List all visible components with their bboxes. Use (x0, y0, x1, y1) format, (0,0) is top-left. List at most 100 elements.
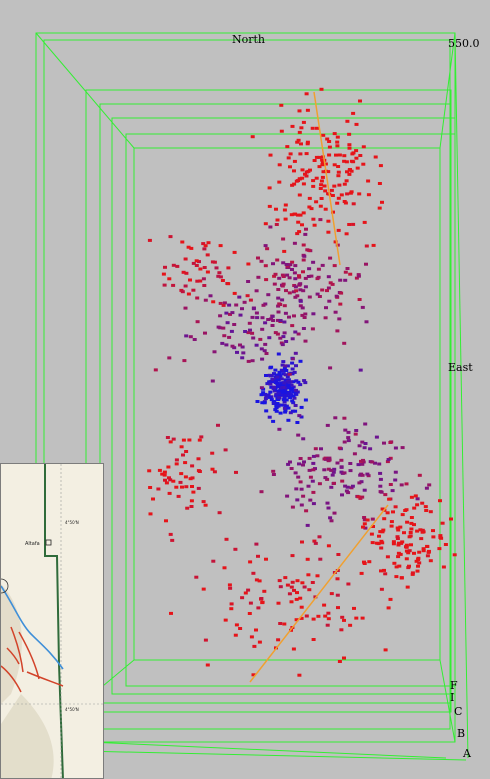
event-point (421, 547, 426, 551)
event-point (342, 618, 346, 622)
event-point (180, 240, 185, 244)
event-point (354, 276, 359, 280)
event-point (431, 529, 435, 533)
event-point (415, 569, 420, 573)
event-point (396, 555, 401, 559)
event-point (394, 575, 399, 579)
event-point (333, 416, 338, 420)
event-point (348, 168, 352, 171)
event-point (293, 330, 298, 334)
event-point (194, 259, 199, 263)
event-point (371, 525, 375, 528)
event-point (404, 482, 409, 486)
event-point (325, 137, 330, 141)
trend-line-lower (249, 504, 389, 683)
event-point (223, 618, 228, 622)
event-point (322, 184, 327, 188)
event-point (344, 179, 349, 183)
frame-edge (454, 32, 469, 759)
event-point (254, 542, 259, 546)
event-point (257, 640, 262, 644)
event-point (365, 518, 370, 522)
event-point (280, 298, 285, 302)
event-point (266, 293, 271, 297)
event-point (176, 494, 181, 498)
event-point (196, 486, 201, 490)
event-point (267, 336, 272, 340)
event-point (277, 579, 282, 583)
event-point (323, 207, 328, 211)
event-point (284, 289, 288, 293)
event-point (406, 566, 411, 570)
event-point (271, 319, 276, 322)
event-point (271, 262, 275, 266)
event-point (264, 557, 268, 561)
event-point (297, 177, 302, 181)
event-point (427, 483, 432, 487)
event-point (271, 419, 276, 423)
event-point (385, 460, 390, 464)
event-point (337, 660, 342, 663)
event-point (321, 170, 326, 174)
event-point (197, 470, 202, 473)
event-point (340, 615, 345, 619)
event-point (286, 462, 291, 466)
event-point (293, 212, 298, 216)
event-point (288, 396, 293, 399)
inset-fault-5 (6, 647, 20, 665)
event-point (233, 547, 238, 551)
event-point (364, 262, 368, 266)
event-point (388, 456, 393, 460)
event-point (286, 406, 291, 410)
event-point (302, 379, 307, 383)
event-point (287, 380, 292, 384)
event-point (304, 152, 309, 156)
event-point (336, 606, 340, 610)
event-point (203, 298, 208, 302)
event-point (292, 182, 297, 186)
event-point (414, 559, 419, 563)
event-point (232, 323, 237, 326)
event-point (377, 534, 381, 538)
event-point (203, 503, 208, 507)
event-point (345, 192, 350, 196)
event-point (267, 186, 272, 190)
event-point (373, 155, 378, 159)
event-point (259, 386, 264, 390)
event-point (326, 275, 331, 279)
event-point (403, 509, 408, 512)
event-point (299, 415, 304, 419)
event-point (222, 566, 227, 570)
bounding-box-frames (35, 32, 469, 761)
frame-rect (99, 103, 452, 704)
event-point (383, 648, 388, 652)
event-point (303, 381, 308, 385)
event-point (248, 601, 253, 605)
event-point (418, 528, 423, 532)
event-point (184, 450, 189, 453)
event-point (233, 633, 238, 637)
event-point (188, 278, 192, 282)
event-point (299, 126, 304, 130)
event-point (311, 502, 316, 506)
event-point (274, 223, 279, 226)
event-point (328, 366, 333, 370)
event-point (387, 497, 392, 501)
event-point (226, 282, 231, 286)
event-point (311, 184, 316, 188)
event-point (183, 284, 188, 288)
event-point (212, 350, 217, 354)
event-point (292, 396, 297, 400)
event-point (296, 213, 300, 217)
event-point (174, 462, 179, 466)
event-point (332, 264, 337, 268)
event-point (378, 484, 383, 488)
event-point (383, 493, 388, 497)
event-point (282, 249, 287, 253)
event-point (380, 200, 384, 204)
event-point (218, 314, 223, 318)
event-point (301, 327, 306, 330)
event-point (301, 289, 306, 293)
event-point (319, 197, 324, 200)
event-point (300, 176, 305, 180)
